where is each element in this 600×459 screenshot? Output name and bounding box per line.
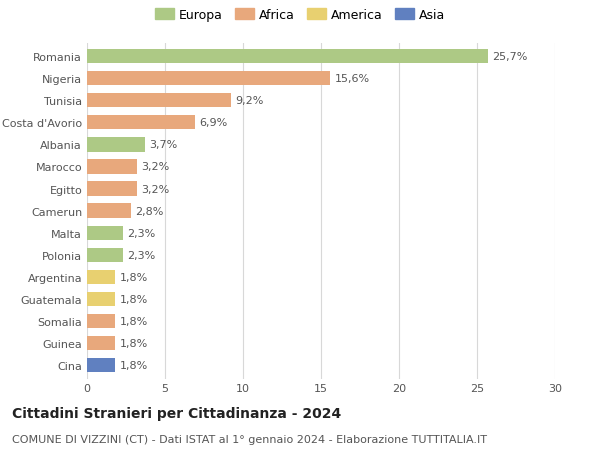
Bar	[87, 314, 115, 329]
Text: 3,2%: 3,2%	[142, 184, 170, 194]
Bar	[87, 72, 331, 86]
Bar	[87, 270, 115, 285]
Text: 1,8%: 1,8%	[120, 338, 148, 348]
Text: 25,7%: 25,7%	[493, 52, 528, 62]
Bar	[87, 226, 123, 241]
Text: 2,3%: 2,3%	[128, 228, 156, 238]
Bar	[87, 94, 230, 108]
Text: 2,8%: 2,8%	[136, 206, 164, 216]
Text: COMUNE DI VIZZINI (CT) - Dati ISTAT al 1° gennaio 2024 - Elaborazione TUTTITALIA: COMUNE DI VIZZINI (CT) - Dati ISTAT al 1…	[12, 434, 487, 444]
Text: 1,8%: 1,8%	[120, 360, 148, 370]
Text: 1,8%: 1,8%	[120, 272, 148, 282]
Text: 15,6%: 15,6%	[335, 74, 370, 84]
Text: 3,2%: 3,2%	[142, 162, 170, 172]
Bar	[87, 358, 115, 373]
Text: 9,2%: 9,2%	[235, 96, 263, 106]
Bar	[87, 336, 115, 351]
Text: Cittadini Stranieri per Cittadinanza - 2024: Cittadini Stranieri per Cittadinanza - 2…	[12, 406, 341, 420]
Bar	[87, 116, 194, 130]
Bar	[87, 248, 123, 263]
Text: 1,8%: 1,8%	[120, 316, 148, 326]
Bar	[87, 204, 131, 218]
Bar	[87, 182, 137, 196]
Text: 6,9%: 6,9%	[199, 118, 227, 128]
Text: 3,7%: 3,7%	[149, 140, 178, 150]
Text: 1,8%: 1,8%	[120, 294, 148, 304]
Bar	[87, 292, 115, 307]
Bar	[87, 160, 137, 174]
Text: 2,3%: 2,3%	[128, 250, 156, 260]
Legend: Europa, Africa, America, Asia: Europa, Africa, America, Asia	[155, 9, 445, 22]
Bar	[87, 138, 145, 152]
Bar	[87, 50, 488, 64]
